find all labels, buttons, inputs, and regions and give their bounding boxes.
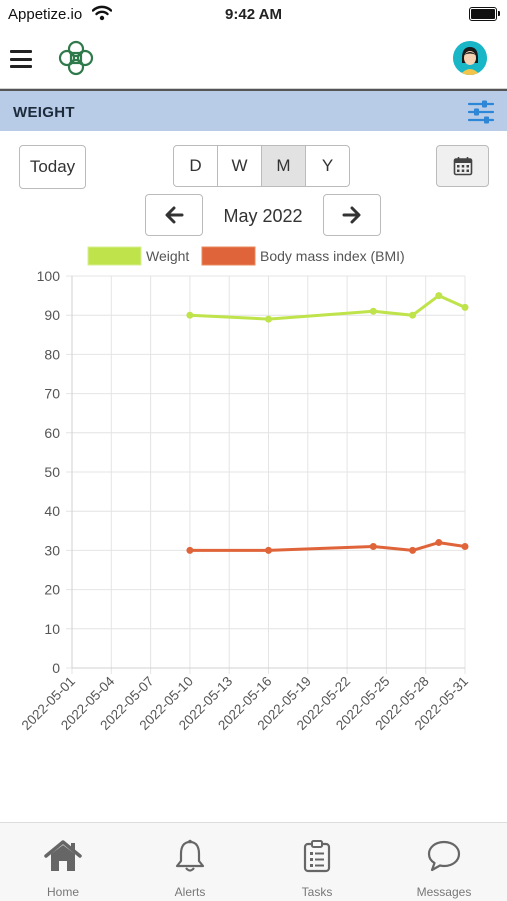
y-tick-label: 0 — [52, 660, 60, 676]
y-tick-label: 70 — [44, 386, 60, 402]
section-title: WEIGHT — [13, 104, 75, 121]
y-tick-label: 60 — [44, 425, 60, 441]
chat-icon — [427, 840, 461, 872]
tab-tasks[interactable]: Tasks — [254, 823, 380, 901]
tab-alerts-label: Alerts — [174, 885, 206, 899]
tab-alerts[interactable]: Alerts — [127, 823, 253, 901]
app-header — [0, 28, 507, 89]
data-point — [265, 315, 272, 323]
status-bar: Appetize.io 9:42 AM — [0, 0, 507, 28]
legend-label: Weight — [146, 248, 189, 264]
y-tick-label: 80 — [44, 346, 60, 362]
y-tick-label: 20 — [44, 582, 60, 598]
tab-messages[interactable]: Messages — [381, 823, 507, 901]
period-month-button[interactable]: M — [262, 146, 306, 186]
clipboard-icon — [303, 840, 331, 873]
calendar-button[interactable] — [436, 145, 489, 187]
previous-month-button[interactable] — [145, 194, 203, 236]
avatar-icon — [453, 41, 487, 75]
data-point — [369, 542, 377, 550]
arrow-right-icon — [342, 206, 361, 224]
legend-label: Body mass index (BMI) — [260, 248, 405, 264]
data-point — [409, 311, 417, 319]
data-point — [409, 546, 417, 554]
data-point — [369, 307, 377, 315]
period-week-button[interactable]: W — [218, 146, 262, 186]
tab-home-label: Home — [46, 885, 79, 899]
home-icon — [44, 840, 82, 871]
section-header: WEIGHT — [0, 89, 507, 131]
y-tick-label: 40 — [44, 503, 60, 519]
y-tick-label: 10 — [44, 621, 60, 637]
data-point — [461, 303, 469, 311]
clock: 9:42 AM — [225, 6, 282, 23]
filter-icon[interactable] — [467, 99, 495, 125]
bell-icon — [175, 839, 205, 872]
app-logo — [58, 40, 94, 76]
data-point — [461, 542, 469, 550]
next-month-button[interactable] — [323, 194, 381, 236]
wifi-icon — [92, 5, 112, 21]
period-year-button[interactable]: Y — [321, 156, 334, 175]
weight-chart: Weight Body mass index (BMI) 0 10 20 30 40 50 60… — [19, 246, 471, 733]
tab-home[interactable]: Home — [0, 823, 126, 901]
tab-tasks-label: Tasks — [301, 885, 333, 899]
series-line-0 — [189, 294, 466, 321]
series-line-1 — [189, 541, 466, 552]
calendar-icon — [453, 157, 472, 176]
data-point — [435, 292, 443, 300]
user-avatar[interactable] — [453, 41, 487, 75]
y-tick-label: 50 — [44, 464, 60, 480]
data-point — [435, 539, 443, 547]
data-point — [186, 546, 194, 554]
legend-swatch — [201, 246, 256, 266]
arrow-left-icon — [165, 206, 184, 224]
period-selector: D W M Y — [173, 145, 350, 187]
y-tick-label: 30 — [44, 542, 60, 558]
today-button[interactable]: Today — [19, 145, 86, 189]
menu-icon[interactable] — [10, 50, 32, 68]
bottom-tab-bar: Home Alerts Tasks Messages — [0, 822, 507, 901]
data-point — [265, 546, 272, 554]
period-day-button[interactable]: D — [174, 146, 218, 186]
y-tick-label: 100 — [37, 268, 61, 284]
month-label: May 2022 — [223, 206, 303, 226]
battery-icon — [469, 7, 500, 21]
tab-messages-label: Messages — [416, 885, 472, 899]
legend-swatch — [87, 246, 142, 266]
y-tick-label: 90 — [44, 307, 60, 323]
data-point — [186, 311, 194, 319]
carrier-label: Appetize.io — [8, 6, 83, 23]
